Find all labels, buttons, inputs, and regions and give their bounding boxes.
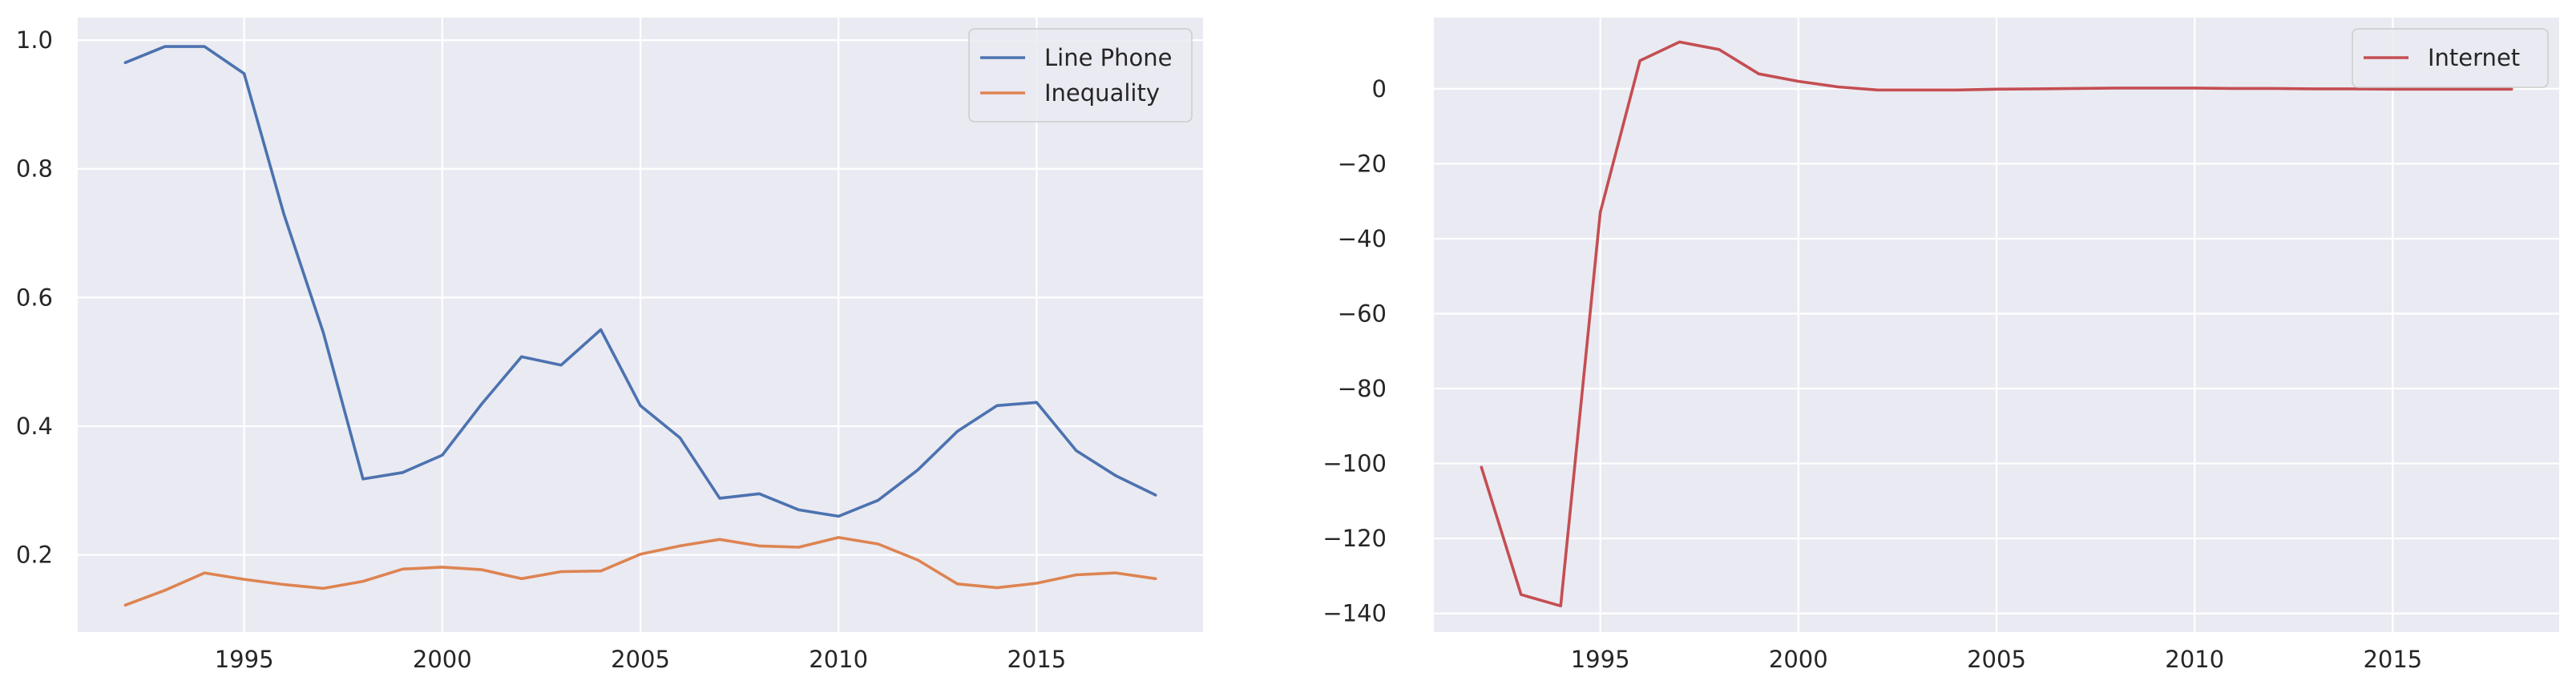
y-tick-label: −120 [1322, 525, 1387, 552]
series-line-internet [1480, 40, 2513, 608]
y-tick-label: −80 [1338, 375, 1387, 402]
legend: Internet [2352, 28, 2549, 88]
y-tick-label: 0.8 [16, 155, 53, 183]
series-line-inequality [123, 536, 1157, 607]
y-tick-label: 0.6 [16, 284, 53, 311]
y-tick-label: −140 [1322, 600, 1387, 627]
x-tick-label: 1995 [215, 646, 274, 673]
legend-label-inequality: Inequality [1044, 79, 1160, 107]
x-tick-label: 2000 [413, 646, 472, 673]
chart-line-phone-inequality: 1995 2000 2005 2010 2015 0.2 0.4 0.6 0.8 1.0 Line … [16, 18, 1203, 673]
x-tick-label: 2000 [1769, 646, 1828, 673]
x-tick-label: 2005 [1967, 646, 2026, 673]
y-tick-label: 0.2 [16, 542, 53, 569]
legend-label-line-phone: Line Phone [1044, 44, 1173, 71]
x-tick-label: 1995 [1571, 646, 1630, 673]
x-tick-label: 2010 [2165, 646, 2224, 673]
y-tick-label: 1.0 [16, 26, 53, 54]
x-tick-label: 2005 [611, 646, 670, 673]
y-tick-label: −100 [1322, 450, 1387, 477]
legend-box [2352, 28, 2549, 88]
series-line-line-phone [123, 45, 1157, 518]
y-tick-label: 0.4 [16, 413, 53, 440]
y-tick-label: −40 [1338, 225, 1387, 252]
x-tick-label: 2010 [809, 646, 868, 673]
legend-box [968, 28, 1193, 123]
x-tick-label: 2015 [2363, 646, 2422, 673]
y-tick-label: −60 [1338, 300, 1387, 327]
x-tick-label: 2015 [1007, 646, 1066, 673]
legend-label-internet: Internet [2428, 44, 2520, 71]
y-tick-label: 0 [1372, 75, 1387, 103]
y-tick-label: −20 [1338, 150, 1387, 177]
legend: Line Phone Inequality [968, 28, 1193, 123]
chart-internet: 1995 2000 2005 2010 2015 −140 −120 −100 −80 −60 −4… [1322, 18, 2559, 673]
